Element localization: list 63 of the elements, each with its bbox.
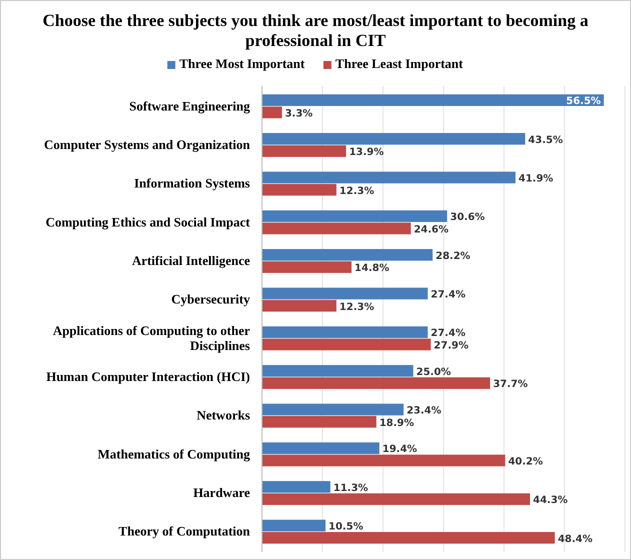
- bar: [262, 532, 555, 544]
- bar: [262, 493, 530, 505]
- data-label: 44.3%: [533, 495, 568, 506]
- bar: [262, 94, 604, 106]
- data-label: 27.4%: [430, 328, 466, 340]
- bar: [262, 416, 376, 428]
- bar: [262, 249, 433, 261]
- bar: [262, 404, 404, 416]
- bar: [262, 377, 490, 389]
- data-label: 25.0%: [416, 366, 451, 378]
- y-tick-label: Artificial Intelligence: [132, 252, 250, 268]
- y-tick-label: Software Engineering: [129, 98, 250, 114]
- y-tick-label: Cybersecurity: [171, 292, 250, 307]
- data-label: 3.3%: [284, 108, 313, 120]
- bar: [262, 106, 282, 118]
- y-tick-label: Mathematics of Computing: [98, 446, 250, 462]
- data-label: 12.3%: [339, 186, 374, 197]
- data-label: 41.9%: [518, 174, 554, 185]
- data-label: 10.5%: [328, 522, 364, 533]
- y-tick-label: Theory of Computation: [118, 524, 251, 539]
- bar: [262, 210, 448, 222]
- bar: [262, 520, 326, 532]
- bar: [262, 454, 506, 466]
- y-tick-label: Hardware: [193, 485, 250, 500]
- data-label: 48.4%: [558, 534, 593, 545]
- data-label: 11.3%: [333, 482, 368, 494]
- bar: [262, 338, 431, 350]
- bar: [262, 326, 428, 338]
- data-label: 13.9%: [349, 147, 384, 158]
- data-label: 23.4%: [406, 406, 442, 417]
- data-label: 27.4%: [430, 290, 466, 301]
- bar: [262, 288, 428, 300]
- data-label: 12.3%: [339, 302, 374, 313]
- data-label: 24.6%: [414, 224, 449, 236]
- bar: [262, 261, 352, 273]
- y-tick-label: Computer Systems and Organization: [44, 136, 251, 152]
- bar: [262, 184, 336, 196]
- data-label: 18.9%: [379, 418, 414, 429]
- data-label: 19.4%: [382, 444, 418, 456]
- y-tick-label: Human Computer Interaction (HCI): [46, 369, 250, 384]
- bar: [262, 145, 346, 157]
- bar: [262, 481, 330, 493]
- y-tick-label: Computing Ethics and Social Impact: [46, 214, 251, 230]
- y-tick-label: Networks: [196, 408, 250, 423]
- legend-label: Three Most Important: [179, 56, 306, 71]
- bar: [262, 365, 414, 377]
- data-label: 40.2%: [508, 456, 543, 468]
- data-label: 14.8%: [354, 263, 390, 274]
- data-label: 28.2%: [436, 250, 470, 262]
- bar: [262, 300, 336, 312]
- data-label: 37.7%: [493, 379, 528, 390]
- y-tick-label: Applications of Computing to other Disciplines: [52, 322, 250, 353]
- bar: [262, 172, 516, 184]
- bar: [262, 442, 380, 454]
- data-label: 27.9%: [434, 340, 468, 352]
- chart-title: Choose the three subjects you think are most/least important to becoming a professional in CIT: [42, 11, 589, 50]
- legend-label: Three Least Important: [335, 56, 464, 71]
- data-label: 56.5%: [566, 96, 601, 108]
- bar: [262, 133, 526, 145]
- y-tick-label: Information Systems: [134, 176, 250, 191]
- bar: [262, 222, 411, 234]
- data-label: 43.5%: [528, 134, 563, 146]
- data-label: 30.6%: [450, 212, 485, 224]
